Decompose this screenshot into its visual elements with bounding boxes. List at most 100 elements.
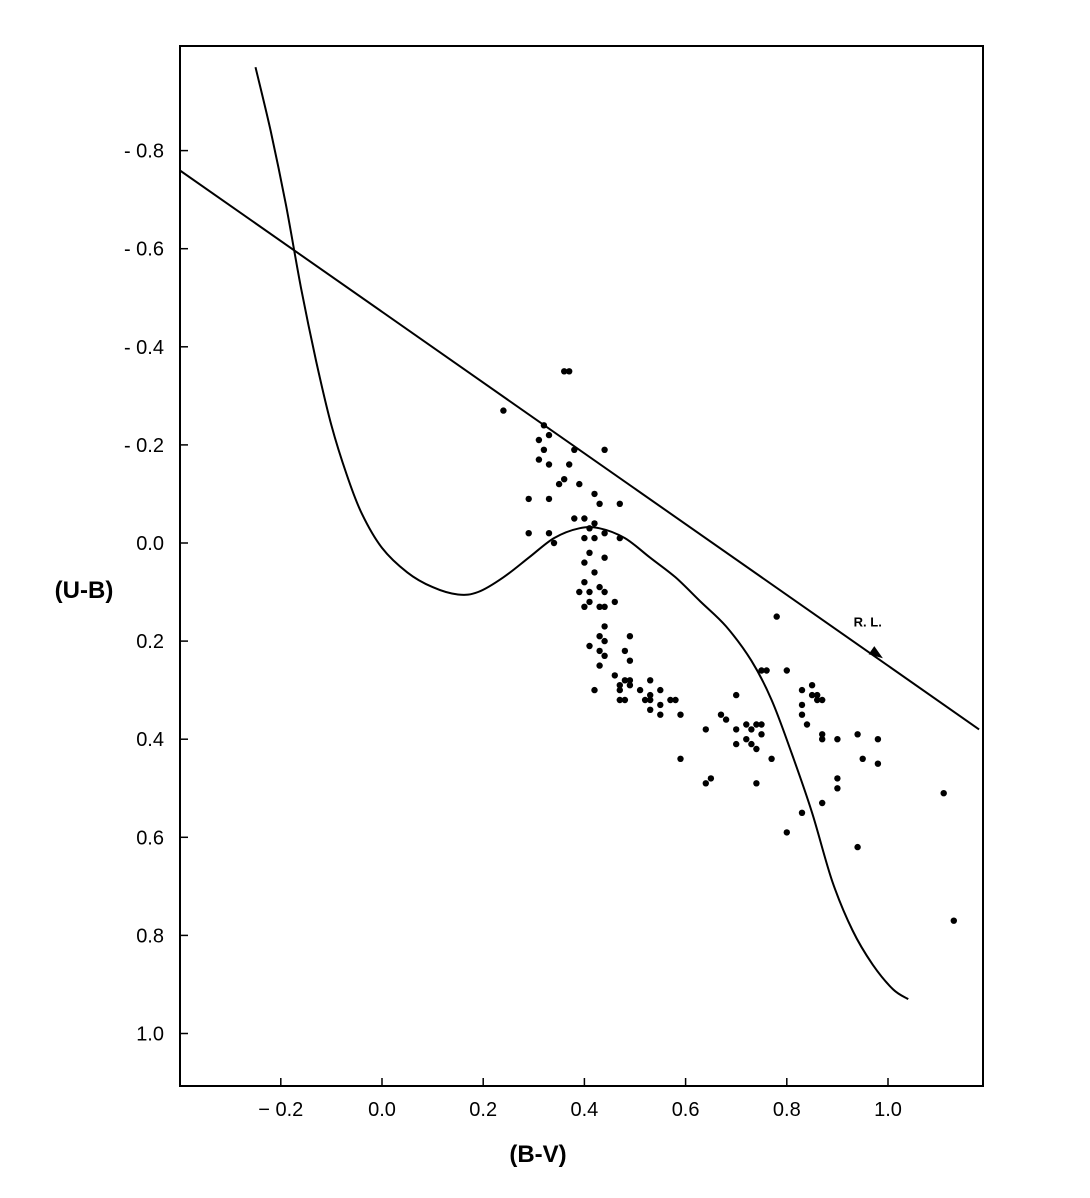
data-point [748, 726, 755, 733]
data-point [626, 682, 634, 689]
y-tick-label: 0.2 [136, 631, 164, 653]
data-point [581, 534, 588, 542]
data-point [561, 368, 568, 375]
x-tick-label: − 0.2 [258, 1099, 303, 1121]
data-point [621, 696, 629, 704]
data-point [672, 696, 679, 704]
data-point [798, 701, 806, 709]
data-point [626, 633, 634, 640]
data-point [535, 456, 543, 463]
data-point [722, 716, 730, 723]
data-point [545, 461, 553, 468]
data-point [540, 446, 548, 453]
y-tick-label: 1.0 [136, 1024, 164, 1046]
data-point [566, 461, 573, 468]
data-point [647, 706, 654, 713]
data-point [571, 446, 578, 453]
data-point [596, 647, 603, 655]
data-point [743, 721, 750, 728]
data-point [576, 588, 583, 596]
x-axis-ticks: − 0.2 0.0 0.2 0.4 0.6 0.8 1.0 [258, 1078, 902, 1121]
data-point [834, 736, 841, 743]
data-point [647, 696, 654, 704]
data-point [814, 691, 821, 699]
data-point [763, 667, 770, 674]
data-point [545, 530, 553, 537]
data-point [566, 368, 573, 375]
x-tick-label: 0.2 [469, 1099, 497, 1121]
data-point [748, 740, 755, 748]
data-point [950, 917, 957, 924]
data-point [596, 583, 603, 591]
data-point [616, 500, 623, 507]
data-point [819, 731, 826, 738]
y-tick-label: 0.6 [136, 827, 164, 849]
data-point [571, 515, 578, 522]
x-tick-label: 1.0 [874, 1099, 902, 1121]
data-point [798, 809, 806, 816]
data-point [733, 691, 740, 699]
data-point [834, 785, 841, 792]
data-point [702, 726, 709, 733]
data-point [616, 686, 623, 694]
data-point [586, 642, 593, 650]
data-point [657, 711, 664, 718]
data-point [621, 677, 629, 684]
data-point [854, 843, 861, 851]
data-point [525, 530, 532, 537]
data-point [783, 667, 790, 674]
data-point [753, 745, 760, 753]
y-tick-label: 0.4 [136, 729, 164, 751]
y-axis-ticks: - 0.8 - 0.6 - 0.4 - 0.2 0.0 0.2 0.4 0.6 0.8 1.0 [124, 141, 188, 1046]
x-tick-label: 0.6 [672, 1099, 700, 1121]
data-point [601, 603, 608, 610]
data-point [601, 446, 608, 453]
data-point [819, 736, 826, 743]
plot-frame [179, 45, 984, 1087]
y-tick-label: - 0.6 [124, 239, 164, 261]
data-point [626, 657, 634, 664]
data-point [601, 588, 608, 596]
data-point [819, 696, 826, 704]
data-point [611, 672, 618, 679]
data-point [636, 686, 644, 694]
reddening-arrowhead [868, 646, 883, 659]
data-point [586, 525, 593, 532]
data-point [576, 480, 583, 488]
y-tick-label: - 0.2 [124, 435, 164, 457]
data-point [819, 799, 826, 807]
data-point [591, 569, 598, 576]
data-point [545, 431, 553, 439]
y-axis-title: (U-B) [55, 577, 114, 604]
data-point [545, 495, 553, 503]
data-point [591, 686, 598, 694]
data-point [561, 476, 568, 483]
data-point [601, 652, 608, 659]
data-point [677, 711, 684, 718]
reddening-line-label: R. L. [854, 614, 882, 629]
data-point [525, 495, 532, 503]
data-point [677, 755, 684, 762]
data-point [874, 736, 882, 743]
data-point [773, 613, 780, 620]
data-point [834, 775, 841, 782]
data-point [550, 539, 558, 547]
y-tick-label: 0.0 [136, 533, 164, 555]
data-point [702, 780, 709, 787]
data-point [586, 598, 593, 606]
data-point [808, 691, 816, 699]
data-point [803, 721, 811, 728]
data-point [601, 637, 608, 645]
scatter-points [500, 368, 957, 924]
data-point [601, 554, 608, 561]
data-point [581, 579, 588, 586]
data-point [758, 731, 765, 738]
data-point [611, 598, 618, 606]
data-point [581, 559, 588, 566]
data-point [586, 588, 593, 596]
data-point [733, 726, 740, 733]
data-point [596, 662, 603, 669]
data-point [657, 686, 664, 694]
data-point [591, 520, 598, 527]
